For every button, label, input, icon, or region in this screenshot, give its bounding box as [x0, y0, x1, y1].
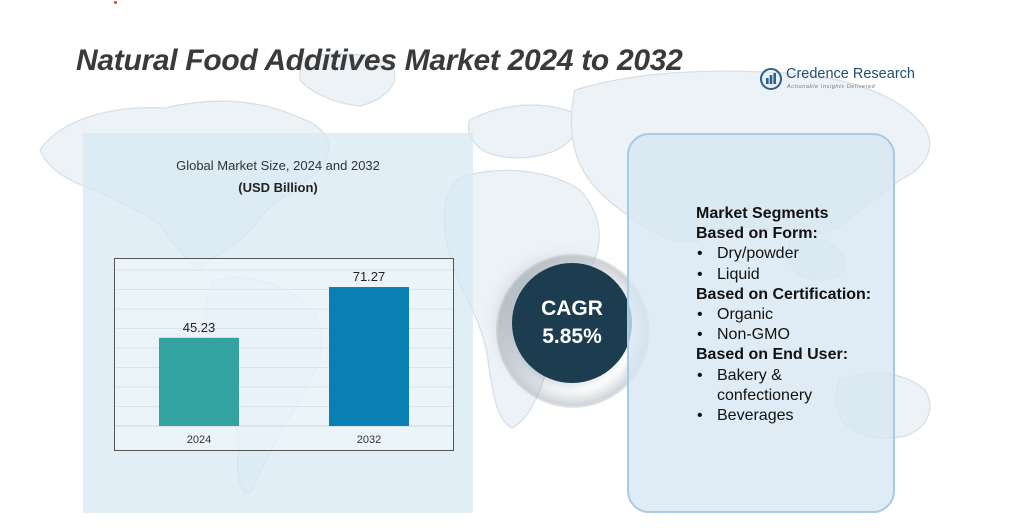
- segments-heading: Market Segments: [696, 205, 829, 222]
- chart-subtitle: (USD Billion): [238, 180, 318, 195]
- data-label-2024: 45.23: [183, 320, 216, 335]
- segment-item-continuation: confectionery: [696, 386, 896, 406]
- cagr-badge: CAGR 5.85%: [512, 263, 632, 383]
- x-tick-label-2024: 2024: [187, 434, 211, 446]
- page-title: Natural Food Additives Market 2024 to 20…: [76, 44, 683, 77]
- data-label-2032: 71.27: [353, 269, 386, 284]
- market-segments-list: Market Segments Based on Form: Dry/powde…: [696, 204, 896, 426]
- x-tick-label-2032: 2032: [357, 434, 381, 446]
- segment-item: Liquid: [696, 265, 896, 285]
- red-dot-marker: [114, 1, 117, 4]
- logo-name: Credence Research: [786, 66, 915, 82]
- cagr-value: 5.85%: [542, 325, 602, 348]
- segment-item: Non-GMO: [696, 325, 896, 345]
- bar-chart: 45.23 2024 71.27 2032: [115, 269, 453, 446]
- bar-2024: [159, 337, 239, 426]
- bar-2032: [329, 287, 409, 426]
- segment-group-title: Based on Certification:: [696, 285, 872, 303]
- segment-item: Bakery &: [696, 366, 896, 386]
- cagr-label: CAGR: [541, 297, 603, 320]
- credence-research-logo[interactable]: Credence Research Actionable Insights De…: [760, 66, 930, 96]
- segment-item-text: confectionery: [717, 386, 813, 404]
- bar-chart-icon: [760, 68, 782, 90]
- logo-tagline: Actionable Insights Delivered: [787, 84, 876, 90]
- segment-item: Beverages: [696, 406, 896, 426]
- segment-item: Organic: [696, 305, 896, 325]
- segment-group-title: Based on End User:: [696, 346, 849, 364]
- segment-item: Dry/powder: [696, 244, 896, 264]
- segment-group-title: Based on Form:: [696, 225, 818, 243]
- chart-title: Global Market Size, 2024 and 2032: [176, 158, 380, 173]
